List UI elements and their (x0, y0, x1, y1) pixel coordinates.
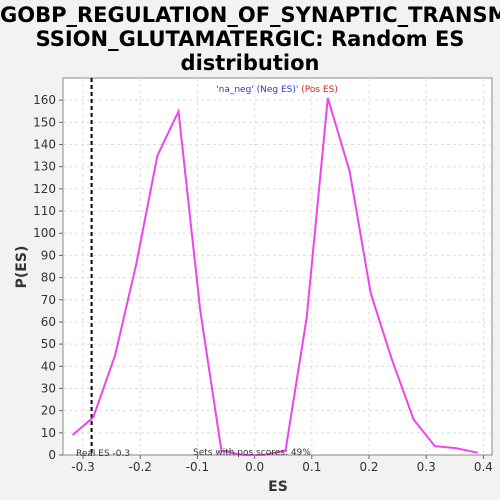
x-tick-label: 0.0 (245, 460, 264, 474)
legend-pos-label: (Pos ES) (298, 85, 337, 95)
data-points (72, 97, 478, 456)
y-tick-label: 140 (33, 138, 56, 152)
x-tick-label: 0.2 (359, 460, 378, 474)
y-tick-label: 70 (41, 293, 56, 307)
es-distribution-line (72, 97, 478, 456)
y-tick-label: 120 (33, 182, 56, 196)
plot-area (62, 77, 493, 456)
title-line-1: GOBP_REGULATION_OF_SYNAPTIC_TRANSMI (0, 3, 500, 27)
y-tick-label: 90 (41, 248, 56, 262)
x-tick-label: 0.4 (474, 460, 493, 474)
title-line-3: distribution (180, 51, 320, 75)
x-tick-label: 0.1 (302, 460, 321, 474)
x-tick-label: 0.3 (417, 460, 436, 474)
y-tick-label: 10 (41, 426, 56, 440)
y-tick-label: 50 (41, 337, 56, 351)
x-axis-label: ES (268, 479, 288, 495)
legend-neg-label: 'na_neg' (Neg ES)' (216, 85, 298, 95)
x-tick-label: -0.3 (71, 460, 94, 474)
title-line-2: SSION_GLUTAMATERGIC: Random ES (35, 27, 465, 51)
y-tick-label: 130 (33, 160, 56, 174)
y-axis-ticks: 0 10 20 30 40 50 60 70 80 90 100 110 120 130 140 150 160 (33, 93, 63, 462)
real-es-annotation: Real ES -0.3 (76, 449, 130, 459)
y-tick-label: 0 (48, 448, 56, 462)
legend-text: 'na_neg' (Neg ES)' (Pos ES) (216, 85, 338, 95)
x-tick-label: -0.1 (186, 460, 209, 474)
y-tick-label: 30 (41, 381, 56, 395)
y-axis-label: P(ES) (14, 246, 30, 289)
y-tick-label: 20 (41, 404, 56, 418)
x-tick-label: -0.2 (129, 460, 152, 474)
y-tick-label: 110 (33, 204, 56, 218)
pos-scores-annotation: Sets with pos scores: 49% (193, 448, 311, 458)
y-tick-label: 80 (41, 271, 56, 285)
chart-title: GOBP_REGULATION_OF_SYNAPTIC_TRANSMI SSIO… (0, 3, 500, 75)
y-tick-label: 100 (33, 226, 56, 240)
y-tick-label: 60 (41, 315, 56, 329)
x-axis-ticks: -0.3 -0.2 -0.1 0.0 0.1 0.2 0.3 0.4 (71, 455, 493, 474)
y-tick-label: 160 (33, 93, 56, 107)
y-tick-label: 150 (33, 115, 56, 129)
y-tick-label: 40 (41, 359, 56, 373)
